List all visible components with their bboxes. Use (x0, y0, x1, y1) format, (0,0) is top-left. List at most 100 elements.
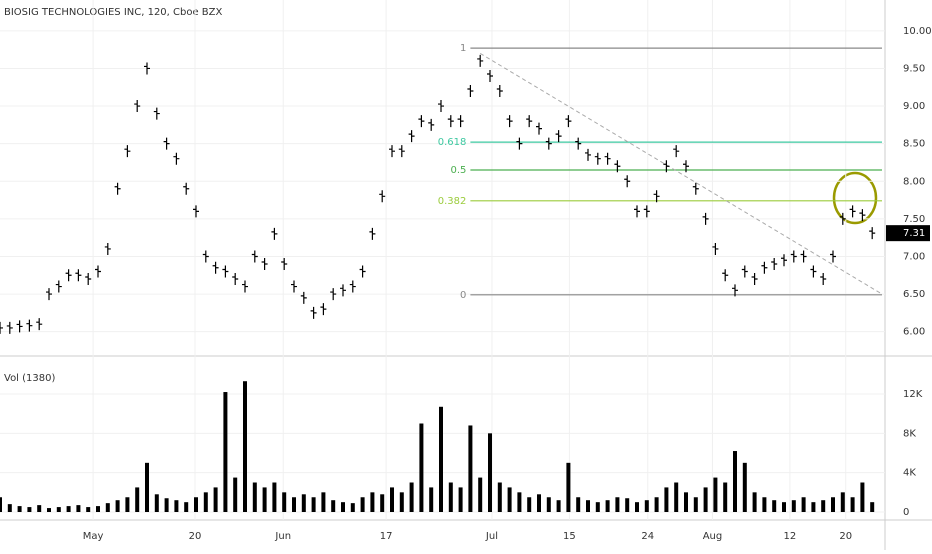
volume-bar (154, 494, 159, 513)
volume-bar (723, 482, 728, 513)
price-bar (781, 254, 787, 267)
price-bar (281, 257, 288, 270)
price-bar (144, 62, 150, 75)
volume-bar (615, 497, 620, 513)
volume-bar (321, 492, 326, 513)
volume-bar (429, 487, 434, 513)
price-bar (251, 250, 258, 263)
price-bar (340, 284, 346, 297)
price-bar (467, 85, 474, 98)
volume-title: Vol (1380) (4, 373, 55, 384)
volume-bar (870, 502, 875, 513)
chart-title: BIOSIG TECHNOLOGIES INC, 120, Cboe BZX (4, 7, 223, 18)
price-bar (428, 118, 435, 131)
volume-bar (252, 482, 257, 513)
price-bar (232, 273, 239, 286)
y-tick-label: 9.50 (903, 63, 925, 74)
x-tick-label: 24 (641, 531, 654, 542)
y-tick-label: 6.00 (903, 327, 925, 338)
price-bar (271, 227, 278, 240)
price-bar (634, 205, 640, 218)
price-bar (124, 145, 131, 158)
volume-bar (605, 500, 610, 513)
price-bar (673, 145, 680, 158)
price-bar (604, 152, 611, 165)
volume-bar (674, 482, 679, 513)
price-bar (389, 145, 395, 158)
price-bar (114, 182, 121, 195)
price-bar (6, 321, 13, 334)
volume-bar (262, 487, 267, 513)
volume-bar (821, 500, 826, 513)
volume-bar (282, 492, 287, 513)
x-tick-label: 12 (784, 531, 797, 542)
volume-bar (96, 506, 100, 513)
price-bar (526, 115, 533, 128)
volume-bar (693, 497, 698, 513)
volume-bar (184, 502, 189, 513)
fib-label: 0.5 (450, 165, 466, 176)
last-price-box (886, 225, 930, 242)
price-bar (624, 175, 631, 188)
volume-bar (76, 505, 81, 513)
volume-bar (350, 503, 355, 513)
volume-bar (448, 482, 453, 513)
price-bar (418, 115, 425, 128)
volume-bar (840, 492, 845, 513)
volume-bar (576, 497, 581, 513)
y-tick-label: 7.50 (903, 214, 925, 225)
volume-bar (370, 492, 375, 513)
y-tick-label: 9.00 (903, 101, 925, 112)
price-bar (849, 205, 856, 218)
last-price-label: 7.31 (903, 228, 925, 239)
price-bar (320, 303, 327, 316)
price-bar (732, 284, 738, 297)
volume-bar (497, 482, 502, 513)
price-bar (830, 250, 836, 263)
volume-bar (742, 462, 747, 513)
volume-bar (762, 497, 767, 513)
volume-bar (664, 487, 669, 513)
volume-bar (243, 381, 247, 513)
price-bar (712, 242, 719, 255)
volume-bar (105, 503, 110, 513)
fib-label: 0.382 (438, 196, 467, 207)
price-bar (95, 265, 101, 278)
price-bar (702, 212, 709, 225)
x-tick-label: Jun (274, 531, 291, 542)
volume-bar (703, 487, 708, 513)
price-bar (771, 257, 778, 270)
volume-bar (684, 492, 688, 513)
price-bar (75, 269, 82, 282)
price-bar (516, 137, 523, 150)
price-bar (536, 122, 542, 135)
volume-bar (801, 497, 806, 513)
price-bar (761, 261, 768, 274)
volume-bar (311, 497, 316, 513)
price-bar (65, 269, 72, 282)
price-bar (683, 160, 689, 173)
fib-label: 0 (460, 290, 466, 301)
volume-bar (419, 423, 424, 513)
volume-bar (644, 500, 649, 513)
price-bar (692, 182, 699, 195)
volume-bar (537, 494, 541, 513)
price-bar (242, 280, 248, 293)
price-bar (487, 69, 493, 82)
trendline (479, 52, 883, 295)
price-bar (153, 107, 160, 120)
volume-bar (811, 502, 816, 513)
volume-bar (409, 482, 414, 513)
price-bar (859, 209, 866, 222)
volume-bar (527, 497, 532, 513)
volume-bar (66, 506, 71, 513)
y-tick-label: 8.50 (903, 139, 925, 150)
price-bar (408, 130, 415, 143)
y2-tick-label: 4K (903, 468, 916, 479)
price-bar (16, 320, 23, 333)
price-bar (300, 291, 307, 304)
volume-bar (37, 505, 42, 513)
volume-bar (772, 500, 777, 513)
price-bar (555, 130, 562, 143)
volume-bar (380, 494, 385, 513)
